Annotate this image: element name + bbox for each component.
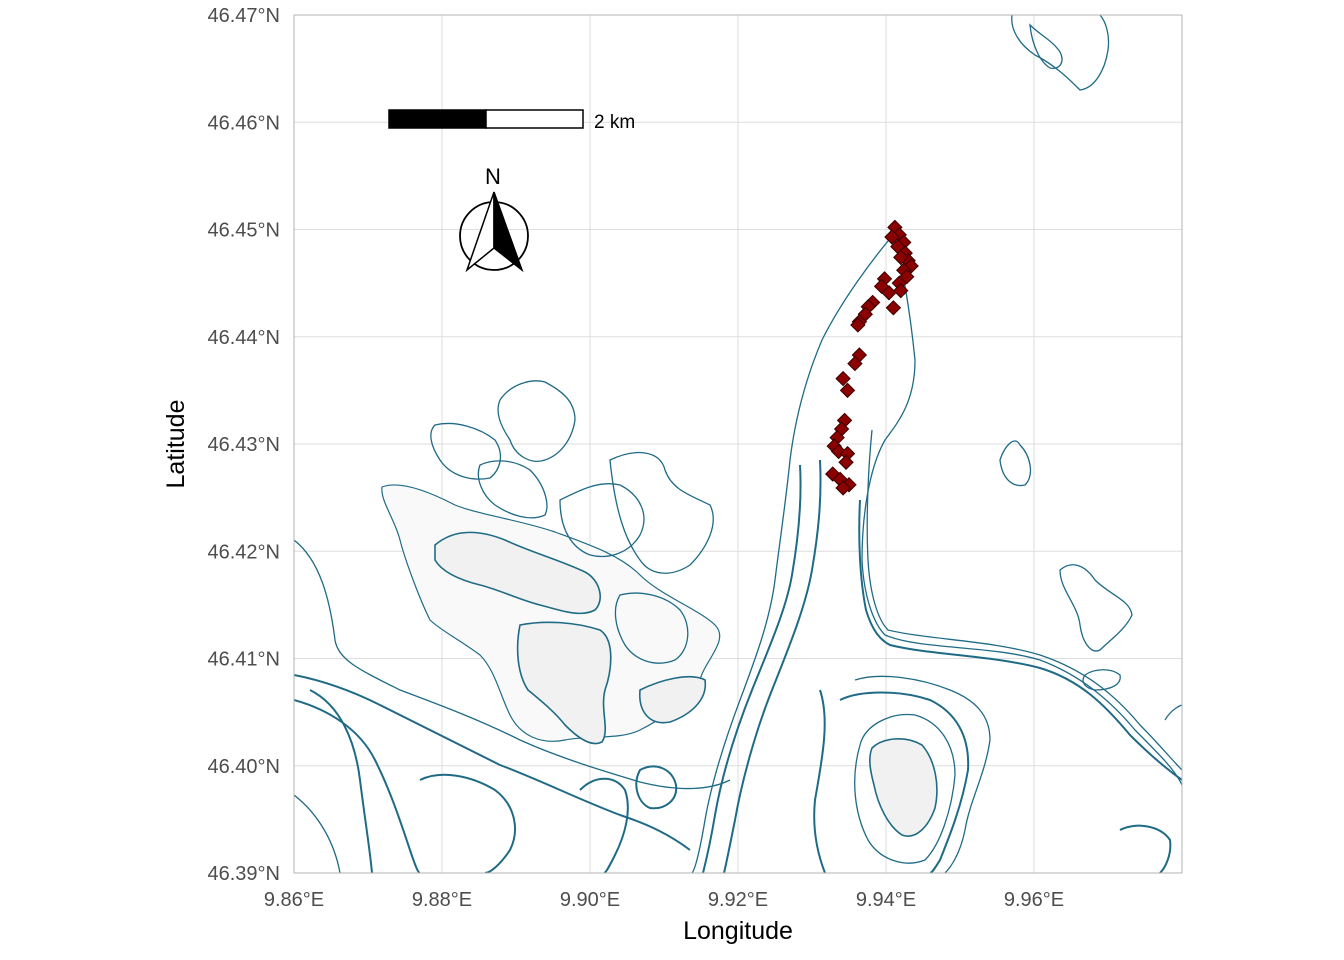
y-tick-label: 46.40°N <box>208 756 281 778</box>
east-contour-south <box>1119 824 1172 873</box>
southwest-contour-3 <box>294 699 421 873</box>
contour-south-lobe <box>614 592 689 664</box>
valley-contour-2 <box>723 459 822 873</box>
northeast-contour-1 <box>1011 15 1110 91</box>
y-tick-label: 46.43°N <box>208 434 281 456</box>
south-basin-contour-mid <box>839 691 970 873</box>
plot-panel-border <box>293 14 1183 874</box>
contour-east-lobe <box>609 451 714 574</box>
x-tick-label: 9.90°E <box>560 889 620 911</box>
scale-bar: 2 km <box>388 109 635 133</box>
valley-contour-inner-west <box>691 234 894 873</box>
sample-point <box>893 282 909 299</box>
glacier-central-ice <box>516 621 612 745</box>
sample-point <box>884 229 900 245</box>
x-axis-title: Longitude <box>683 917 793 945</box>
x-axis-ticks: 9.86°E 9.88°E 9.90°E 9.92°E 9.94°E 9.96°E <box>264 889 1064 911</box>
sample-point <box>893 249 909 266</box>
sample-point <box>839 382 856 399</box>
sample-points <box>825 219 919 496</box>
sample-point <box>850 317 866 333</box>
x-tick-label: 9.92°E <box>708 889 768 911</box>
valley-contour-4 <box>866 429 1182 771</box>
contour-west-ridge-2 <box>477 460 548 519</box>
sample-point <box>835 480 851 496</box>
southwest-contour-2 <box>294 674 691 851</box>
y-tick-label: 46.46°N <box>208 112 281 134</box>
southwest-contour-1 <box>294 539 731 790</box>
scale-bar-black-segment <box>388 109 487 129</box>
contour-west-ridge <box>497 380 576 462</box>
y-axis-ticks: 46.39°N 46.40°N 46.41°N 46.42°N 46.43°N 46.44… <box>208 5 281 885</box>
y-tick-label: 46.39°N <box>208 863 281 885</box>
east-contour-small-2 <box>1082 669 1121 691</box>
scale-bar-label: 2 km <box>594 112 635 133</box>
valley-contour-1 <box>702 464 802 873</box>
y-tick-label: 46.42°N <box>208 541 281 563</box>
south-basin-contour-west <box>813 689 826 873</box>
x-tick-label: 9.86°E <box>264 889 324 911</box>
south-basin-contour-outer <box>854 675 991 873</box>
glacier-small-east <box>639 676 707 724</box>
scale-bar-white-segment <box>485 109 584 129</box>
contour-north-lobe <box>430 422 502 480</box>
southwest-contour-8 <box>635 765 678 810</box>
topographic-contours <box>294 15 1182 873</box>
northeast-contour-2 <box>1029 23 1063 69</box>
y-tick-label: 46.45°N <box>208 220 281 242</box>
south-basin-ice <box>869 738 938 837</box>
southwest-contour-4 <box>309 689 373 873</box>
southwest-contour-7 <box>579 777 629 873</box>
sample-point <box>847 355 863 372</box>
y-tick-label: 46.47°N <box>208 5 281 27</box>
north-arrow-label: N <box>485 164 501 189</box>
east-contour-lobe <box>1059 564 1133 652</box>
north-arrow: N <box>459 164 529 273</box>
y-tick-label: 46.44°N <box>208 327 281 349</box>
sample-point <box>885 300 902 316</box>
north-arrow-right-half <box>493 191 524 273</box>
valley-contour-3 <box>858 499 1182 781</box>
southwest-contour-6 <box>294 794 341 873</box>
sample-point <box>881 285 897 301</box>
x-tick-label: 9.88°E <box>412 889 472 911</box>
contour-mid-lobe <box>559 483 645 558</box>
sample-point <box>835 370 851 387</box>
valley-contour-outer <box>861 234 1182 786</box>
south-basin-contour-inner <box>854 713 956 864</box>
x-tick-label: 9.94°E <box>856 889 916 911</box>
southwest-contour-5 <box>419 773 516 873</box>
y-tick-label: 46.41°N <box>208 649 281 671</box>
sample-point <box>838 454 854 470</box>
y-axis-title: Latitude <box>162 400 190 489</box>
east-contour-small <box>999 440 1032 487</box>
glacier-west-ice <box>434 531 601 615</box>
x-tick-label: 9.96°E <box>1004 889 1064 911</box>
